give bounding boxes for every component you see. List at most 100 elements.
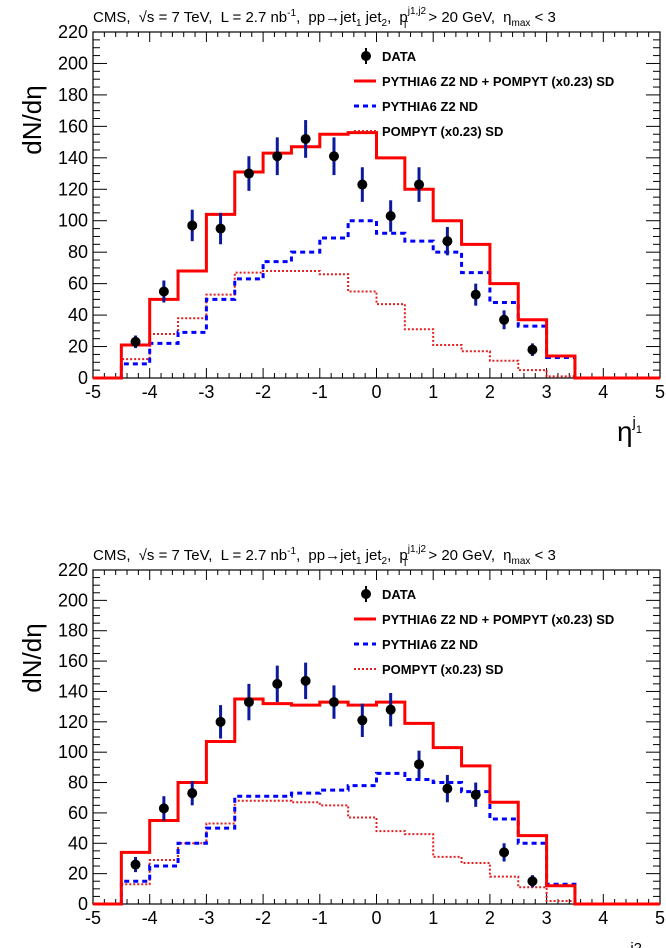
- x-axis-label: ηj1: [617, 414, 642, 447]
- series-line-pythia-sum: [93, 697, 660, 906]
- y-tick-label: 140: [58, 681, 88, 701]
- legend-label: PYTHIA6 Z2 ND + POMPYT (x0.23) SD: [382, 74, 614, 89]
- x-axis-label-sup: j2: [629, 940, 642, 948]
- x-tick-label: -1: [312, 908, 328, 928]
- x-tick-label: 5: [655, 908, 665, 928]
- legend-label: PYTHIA6 Z2 ND + POMPYT (x0.23) SD: [382, 612, 614, 627]
- y-tick-label: 40: [68, 305, 88, 325]
- y-tick-label: 20: [68, 337, 88, 357]
- x-tick-label: -3: [198, 908, 214, 928]
- x-axis-label-main: η: [615, 942, 631, 948]
- y-axis-label: dN/dη: [17, 623, 47, 692]
- data-point: [130, 859, 141, 870]
- data-point: [357, 715, 368, 726]
- y-tick-label: 100: [58, 211, 88, 231]
- x-tick-label: -2: [255, 908, 271, 928]
- x-axis-label-sup: j: [632, 414, 636, 431]
- data-point: [158, 286, 169, 297]
- x-tick-label: -3: [198, 382, 214, 402]
- x-tick-label: -1: [312, 382, 328, 402]
- legend-label: POMPYT (x0.23) SD: [382, 124, 503, 139]
- plot-area: -5 -4 -3 -2 -1 0 1 2 3 4 5 0 20 40 60 80 100 120 140 160 180…: [17, 560, 665, 948]
- y-tick-label: 180: [58, 621, 88, 641]
- x-tick-label: -4: [142, 908, 158, 928]
- x-tick-label: 0: [371, 382, 381, 402]
- x-tick-label: 2: [485, 908, 495, 928]
- chart-panel-eta-j1: CMS, √s = 7 TeV, L = 2.7 nb-1, pp→jet1 j…: [17, 6, 665, 447]
- legend-marker-data: [361, 589, 371, 599]
- x-tick-label: -5: [85, 908, 101, 928]
- y-tick-label: 160: [58, 651, 88, 671]
- y-tick-label: 180: [58, 85, 88, 105]
- x-tick-label: 1: [428, 908, 438, 928]
- y-tick-label: 40: [68, 833, 88, 853]
- legend-marker-data: [361, 51, 371, 61]
- data-point: [499, 847, 510, 858]
- x-tick-label: -5: [85, 382, 101, 402]
- y-tick-label: 60: [68, 274, 88, 294]
- data-point: [385, 704, 396, 715]
- data-point: [414, 179, 425, 190]
- x-axis-label-main: η: [617, 416, 633, 447]
- chart-panel-eta-j2: CMS, √s = 7 TeV, L = 2.7 nb-1, pp→jet1 j…: [17, 544, 665, 948]
- data-point: [158, 803, 169, 814]
- y-tick-label: 220: [58, 22, 88, 42]
- legend-label: PYTHIA6 Z2 ND: [382, 99, 478, 114]
- series-line-pythia-sum: [93, 131, 660, 380]
- plot-area: -5 -4 -3 -2 -1 0 1 2 3 4 5 0 20 40 60 80 100 120 140 160 180…: [17, 22, 665, 447]
- y-tick-label: 140: [58, 148, 88, 168]
- y-tick-label: 80: [68, 242, 88, 262]
- y-axis-label: dN/dη: [17, 85, 47, 154]
- y-tick-label: 200: [58, 590, 88, 610]
- x-tick-label: 4: [598, 382, 608, 402]
- data-point: [187, 220, 198, 231]
- y-tick-label: 80: [68, 773, 88, 793]
- y-tick-label: 100: [58, 742, 88, 762]
- x-tick-label: 3: [542, 908, 552, 928]
- x-axis-label-sub: 1: [636, 424, 642, 436]
- chart-header: CMS, √s = 7 TeV, L = 2.7 nb-1, pp→jet1 j…: [93, 6, 556, 31]
- data-point: [300, 133, 311, 144]
- x-tick-label: -4: [142, 382, 158, 402]
- y-tick-label: 120: [58, 179, 88, 199]
- data-point: [470, 789, 481, 800]
- x-tick-label: 4: [598, 908, 608, 928]
- x-tick-label: 5: [655, 382, 665, 402]
- x-tick-label: 1: [428, 382, 438, 402]
- data-point: [272, 678, 283, 689]
- y-tick-label: 20: [68, 864, 88, 884]
- y-tick-label: 220: [58, 560, 88, 580]
- data-point: [357, 179, 368, 190]
- data-point: [215, 223, 226, 234]
- x-tick-label: 2: [485, 382, 495, 402]
- data-point: [328, 697, 339, 708]
- data-point: [442, 783, 453, 794]
- legend-label: DATA: [382, 587, 417, 602]
- data-point: [385, 211, 396, 222]
- data-point: [272, 151, 283, 162]
- legend-label: PYTHIA6 Z2 ND: [382, 637, 478, 652]
- data-point: [243, 697, 254, 708]
- data-point: [300, 675, 311, 686]
- data-point: [442, 236, 453, 247]
- data-point: [243, 168, 254, 179]
- y-tick-label: 60: [68, 803, 88, 823]
- data-point: [527, 344, 538, 355]
- data-point: [414, 759, 425, 770]
- series-line-pythia-nd: [93, 771, 660, 906]
- x-tick-label: 0: [371, 908, 381, 928]
- y-tick-label: 0: [78, 368, 88, 388]
- chart-header: CMS, √s = 7 TeV, L = 2.7 nb-1, pp→jet1 j…: [93, 544, 556, 569]
- legend-label: DATA: [382, 49, 417, 64]
- data-point: [527, 876, 538, 887]
- data-point: [328, 151, 339, 162]
- series-line-pompyt: [93, 270, 660, 379]
- y-tick-label: 120: [58, 712, 88, 732]
- data-point: [470, 289, 481, 300]
- x-tick-label: -2: [255, 382, 271, 402]
- data-point: [130, 336, 141, 347]
- data-point: [499, 314, 510, 325]
- data-point: [187, 788, 198, 799]
- y-tick-label: 160: [58, 116, 88, 136]
